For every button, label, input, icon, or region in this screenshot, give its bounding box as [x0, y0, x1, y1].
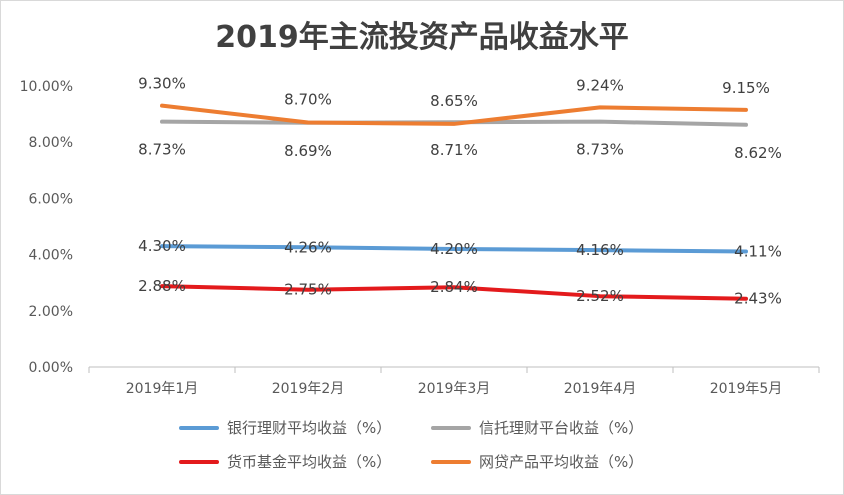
data-label: 2.84% — [430, 278, 478, 296]
y-tick-label: 4.00% — [29, 248, 73, 264]
series-line-3 — [160, 103, 748, 126]
data-label: 2.75% — [284, 281, 332, 299]
x-tick-label: 2019年2月 — [272, 381, 345, 397]
chart-title: 2019年主流投资产品收益水平 — [215, 20, 629, 55]
data-label: 4.26% — [284, 238, 332, 256]
data-label: 2.43% — [734, 290, 782, 308]
data-label: 8.65% — [430, 92, 478, 110]
y-tick-label: 2.00% — [29, 304, 73, 320]
x-tick-label: 2019年3月 — [418, 381, 491, 397]
data-label: 2.52% — [576, 287, 624, 305]
data-label: 8.70% — [284, 91, 332, 109]
data-label: 8.69% — [284, 142, 332, 160]
data-label: 4.16% — [576, 241, 624, 259]
x-tick-label: 2019年4月 — [564, 381, 637, 397]
data-label: 8.73% — [138, 141, 186, 159]
x-tick-label: 2019年1月 — [126, 381, 199, 397]
data-label: 8.73% — [576, 141, 624, 159]
legend-label: 货币基金平均收益（%） — [227, 453, 391, 471]
series-line-0 — [160, 244, 748, 254]
y-tick-label: 6.00% — [29, 191, 73, 207]
y-tick-label: 10.00% — [20, 79, 73, 95]
data-label: 2.88% — [138, 277, 186, 295]
data-label: 9.30% — [138, 75, 186, 93]
data-label: 8.62% — [734, 144, 782, 162]
data-label: 8.71% — [430, 141, 478, 159]
data-label: 4.30% — [138, 237, 186, 255]
legend-label: 网贷产品平均收益（%） — [479, 453, 643, 471]
data-label: 9.24% — [576, 76, 624, 94]
legend-label: 信托理财平台收益（%） — [479, 419, 643, 437]
y-tick-label: 0.00% — [29, 360, 73, 376]
data-label: 4.20% — [430, 240, 478, 258]
series-line-2 — [160, 284, 748, 301]
x-tick-label: 2019年5月 — [710, 381, 783, 397]
legend-label: 银行理财平均收益（%） — [227, 419, 391, 437]
data-label: 4.11% — [734, 243, 782, 261]
data-label: 9.15% — [722, 79, 770, 97]
y-tick-label: 8.00% — [29, 135, 73, 151]
